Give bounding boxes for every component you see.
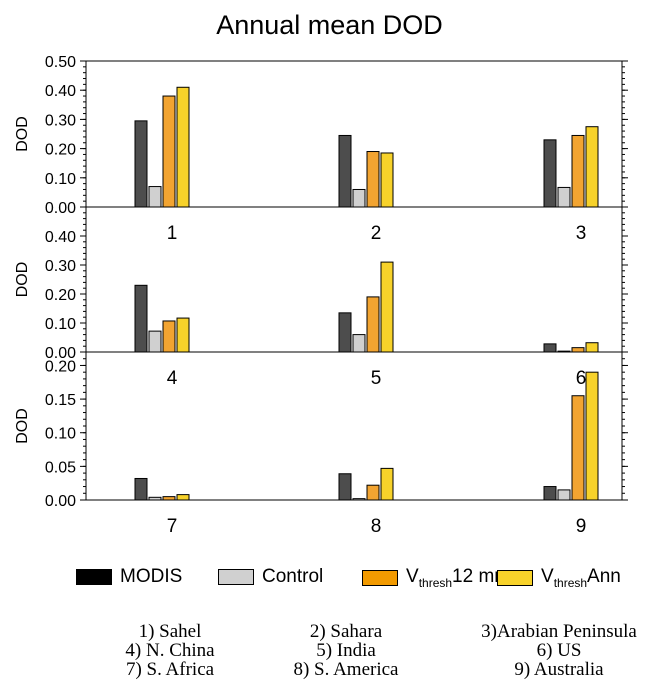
bar-vthresh-ann — [380, 467, 394, 501]
legend-swatch-modis — [76, 569, 112, 585]
bar-vthresh-ann — [585, 342, 599, 353]
region-label: 2) Sahara — [309, 621, 383, 642]
region-label: 5) India — [316, 640, 376, 661]
bar-vthresh-ann — [380, 152, 394, 208]
chart-title: Annual mean DOD — [216, 10, 443, 40]
region-label: 9) Australia — [514, 659, 604, 680]
bar-control — [148, 330, 162, 353]
bar-vthresh-12mn — [162, 320, 176, 353]
y-tick-label: 0.50 — [45, 54, 76, 71]
legend-swatch-vthresh-ann — [497, 569, 533, 586]
bar-vthresh-ann — [585, 371, 599, 501]
bar-vthresh-12mn — [366, 484, 380, 501]
bar-modis — [134, 120, 148, 208]
bar-modis — [338, 312, 352, 353]
y-tick-label: 0.00 — [45, 200, 76, 217]
bar-vthresh-12mn — [571, 134, 585, 208]
category-label: 3 — [576, 223, 587, 244]
legend-item-control: Control — [218, 566, 323, 588]
bar-modis — [338, 473, 352, 501]
y-tick-label: 0.15 — [45, 392, 76, 409]
y-axis-label: DOD — [14, 262, 31, 298]
y-tick-label: 0.10 — [45, 426, 76, 443]
legend-swatch-control — [218, 569, 254, 585]
category-label: 2 — [371, 223, 382, 244]
legend-label-vthresh-ann: VthreshAnn — [541, 566, 621, 590]
bar-vthresh-12mn — [162, 95, 176, 208]
category-label: 7 — [167, 516, 178, 537]
bar-control — [352, 188, 366, 208]
bar-control — [352, 498, 366, 501]
bar-vthresh-ann — [585, 126, 599, 208]
bar-control — [148, 186, 162, 208]
y-axis-label: DOD — [14, 116, 31, 152]
legend-item-vthresh-ann: VthreshAnn — [497, 566, 621, 590]
y-tick-label: 0.30 — [45, 258, 76, 275]
region-label: 7) S. Africa — [125, 659, 215, 680]
legend-item-vthresh-12mn: Vthresh12 mn — [362, 566, 505, 590]
bar-modis — [543, 486, 557, 501]
bar-vthresh-ann — [176, 494, 190, 501]
bar-control — [557, 489, 571, 501]
bar-control — [148, 496, 162, 501]
bar-modis — [338, 134, 352, 208]
bar-control — [352, 334, 366, 353]
y-tick-label: 0.10 — [45, 316, 76, 333]
y-tick-label: 0.40 — [45, 229, 76, 246]
legend-item-modis: MODIS — [76, 566, 182, 588]
y-tick-label: 0.40 — [45, 83, 76, 100]
y-tick-label: 0.05 — [45, 459, 76, 476]
legend-label-vthresh-12mn: Vthresh12 mn — [406, 566, 505, 590]
y-tick-label: 0.10 — [45, 171, 76, 188]
bar-control — [557, 186, 571, 208]
bar-modis — [134, 477, 148, 501]
y-tick-label: 0.00 — [45, 345, 76, 362]
y-tick-label: 0.20 — [45, 287, 76, 304]
bar-vthresh-12mn — [366, 151, 380, 208]
legend-swatch-vthresh-12mn — [362, 569, 398, 586]
legend-label-control: Control — [262, 566, 324, 587]
region-label: 3)Arabian Peninsula — [481, 621, 637, 642]
bar-vthresh-ann — [380, 261, 394, 353]
y-tick-label: 0.20 — [45, 142, 76, 159]
category-label: 8 — [371, 516, 382, 537]
category-label: 9 — [576, 516, 587, 537]
category-label: 5 — [371, 368, 382, 389]
bar-vthresh-12mn — [162, 496, 176, 501]
region-label: 8) S. America — [293, 659, 399, 680]
bar-modis — [543, 343, 557, 353]
bar-vthresh-12mn — [571, 347, 585, 353]
y-tick-label: 0.00 — [45, 493, 76, 510]
region-label: 1) Sahel — [138, 621, 202, 642]
region-label: 6) US — [536, 640, 582, 661]
bar-vthresh-12mn — [571, 395, 585, 501]
y-tick-label: 0.30 — [45, 112, 76, 129]
y-tick-label: 0.20 — [45, 358, 76, 375]
bar-modis — [543, 139, 557, 208]
category-label: 4 — [167, 368, 178, 389]
category-label: 6 — [576, 368, 587, 389]
bar-vthresh-12mn — [366, 296, 380, 353]
region-label: 4) N. China — [125, 640, 215, 661]
bar-modis — [134, 284, 148, 353]
y-axis-label: DOD — [14, 408, 31, 444]
bar-vthresh-ann — [176, 317, 190, 353]
dod-bar-chart: 0.00 0.10 0.20 0.30 0.40 0.50 DOD 1 2 3 0.00 0.10 0.… — [14, 54, 628, 537]
legend-label-modis: MODIS — [120, 566, 183, 587]
category-label: 1 — [167, 223, 178, 244]
bar-vthresh-ann — [176, 86, 190, 208]
